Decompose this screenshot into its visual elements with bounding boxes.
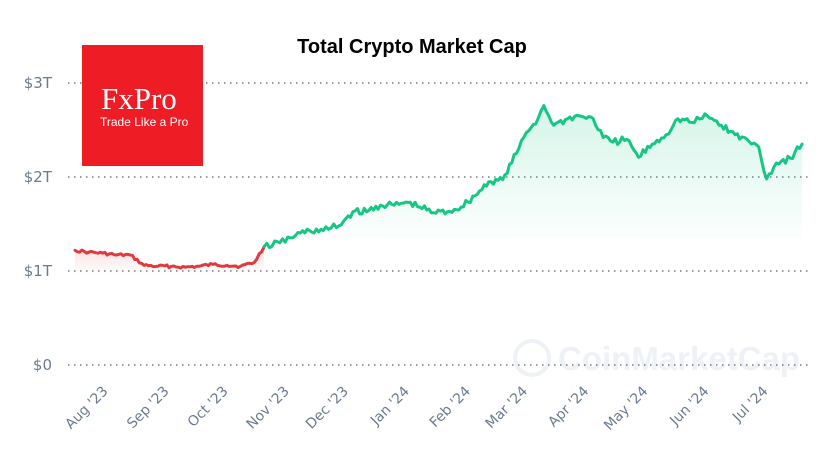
x-tick-label: May '24 xyxy=(601,383,651,433)
watermark: CoinMarketCap xyxy=(513,339,800,377)
x-tick-label: Jul '24 xyxy=(729,383,771,425)
x-tick-label: Dec '23 xyxy=(303,384,352,433)
y-axis-labels: $0 $1T $2T $3T xyxy=(24,74,53,374)
x-tick-label: Apr '24 xyxy=(545,383,592,430)
y-tick-label: $3T xyxy=(24,74,53,92)
logo-name: FxPro xyxy=(101,81,177,116)
decline-series-line xyxy=(73,245,266,270)
x-tick-label: Sep '23 xyxy=(124,384,172,432)
growth-area xyxy=(264,105,803,248)
x-tick-label: Feb '24 xyxy=(427,383,474,430)
x-axis-labels: Aug '23 Sep '23 Oct '23 Nov '23 Dec '23 Jan '… xyxy=(62,383,771,433)
growth-series-line xyxy=(262,104,804,250)
y-tick-label: $0 xyxy=(33,356,52,374)
logo-tagline: Trade Like a Pro xyxy=(100,115,189,129)
logo-background xyxy=(82,45,203,166)
x-tick-label: Jun '24 xyxy=(666,383,712,429)
watermark-icon xyxy=(513,339,551,377)
area-fills xyxy=(75,105,803,276)
x-tick-label: Mar '24 xyxy=(483,383,532,432)
series-lines xyxy=(73,104,804,270)
y-tick-label: $1T xyxy=(24,262,53,280)
x-tick-label: Aug '23 xyxy=(62,384,111,433)
chart-title: Total Crypto Market Cap xyxy=(297,36,527,58)
fxpro-logo: FxPro Trade Like a Pro xyxy=(82,45,203,166)
x-tick-label: Oct '23 xyxy=(185,384,232,431)
decline-area xyxy=(75,246,265,276)
x-tick-label: Nov '23 xyxy=(244,384,293,433)
y-tick-label: $2T xyxy=(24,168,53,186)
watermark-text: CoinMarketCap xyxy=(558,340,800,377)
x-tick-label: Jan '24 xyxy=(367,383,413,429)
